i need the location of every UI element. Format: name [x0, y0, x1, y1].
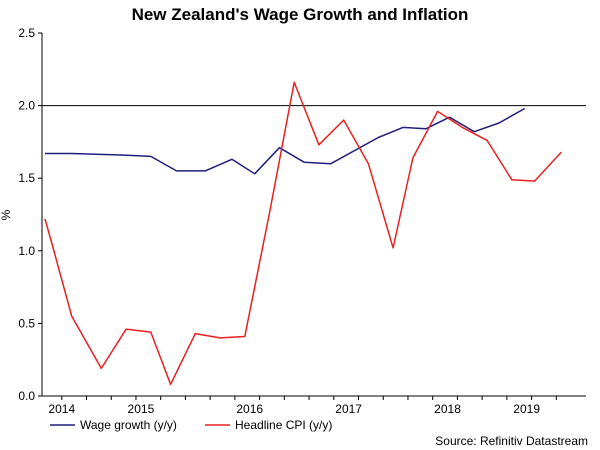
plot-area: [41, 33, 586, 397]
y-tick-label: 0.0: [18, 389, 35, 403]
x-tick-label: 2017: [335, 402, 362, 416]
x-axis: 2014 2015 2016 2017 2018 2019: [48, 396, 557, 416]
legend: Wage growth (y/y) Headline CPI (y/y): [50, 418, 332, 432]
series-lines: [44, 81, 562, 386]
x-tick-label: 2014: [48, 402, 75, 416]
y-tick-label: 1.5: [18, 171, 35, 185]
series-line-1: [44, 81, 562, 386]
x-tick-label: 2015: [128, 402, 155, 416]
y-tick-label: 2.5: [18, 26, 35, 40]
y-axis: 0.0 0.5 1.0 1.5 2.0 2.5: [18, 26, 42, 403]
x-tick-label: 2019: [513, 402, 540, 416]
x-tick-label: 2018: [434, 402, 461, 416]
series-line-0: [45, 107, 526, 175]
y-tick-label: 0.5: [18, 316, 35, 330]
chart-title: New Zealand's Wage Growth and Inflation: [132, 5, 469, 24]
y-tick-label: 2.0: [18, 99, 35, 113]
x-tick-label: 2016: [236, 402, 263, 416]
legend-label-wage: Wage growth (y/y): [80, 418, 177, 432]
source-note: Source: Refinitiv Datastream: [435, 434, 588, 448]
y-tick-label: 1.0: [18, 244, 35, 258]
legend-label-cpi: Headline CPI (y/y): [235, 418, 332, 432]
y-axis-label: %: [0, 209, 13, 220]
